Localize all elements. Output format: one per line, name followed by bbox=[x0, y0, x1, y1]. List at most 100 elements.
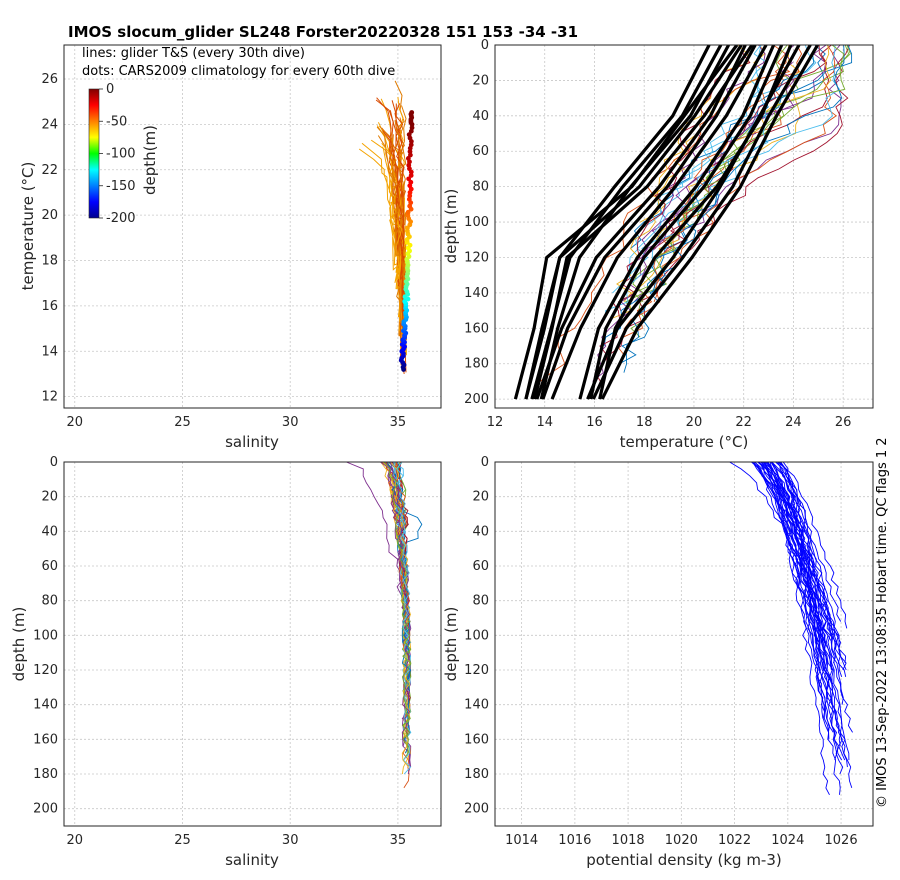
x-tick-label: 26 bbox=[835, 415, 852, 430]
ts-climatology-points bbox=[398, 110, 415, 372]
td-climatology-profile bbox=[586, 45, 801, 400]
td-glider-profile bbox=[625, 45, 851, 311]
y-tick-label: 0 bbox=[481, 455, 489, 470]
y-tick-label: 120 bbox=[33, 663, 58, 678]
y-tick-label: 140 bbox=[33, 698, 58, 713]
ts-climatology-point bbox=[408, 142, 414, 148]
x-tick-label: 1024 bbox=[771, 833, 804, 848]
y-tick-label: 200 bbox=[464, 392, 489, 407]
sd-axes-frame bbox=[63, 461, 442, 827]
y-tick-label: 160 bbox=[464, 321, 489, 336]
ts-grid bbox=[64, 45, 441, 408]
y-tick-label: 40 bbox=[41, 524, 58, 539]
dd-density-profile bbox=[778, 462, 836, 636]
x-tick-label: 14 bbox=[536, 415, 553, 430]
dd-density-profile bbox=[751, 462, 823, 643]
sd-glider-profile bbox=[383, 462, 412, 754]
dd-tick-labels: 1014 1016 1018 1020 1022 1024 1026 0 20 40 60 80 100… bbox=[464, 455, 857, 848]
dd-density-profiles bbox=[729, 462, 853, 796]
y-tick-label: 160 bbox=[464, 732, 489, 747]
x-tick-label: 1014 bbox=[505, 833, 538, 848]
x-tick-label: 20 bbox=[66, 415, 83, 430]
x-tick-label: 30 bbox=[282, 415, 299, 430]
dd-density-profile bbox=[771, 462, 830, 733]
y-tick-label: 140 bbox=[464, 286, 489, 301]
x-tick-label: 22 bbox=[735, 415, 752, 430]
y-tick-label: 100 bbox=[33, 628, 58, 643]
y-tick-label: 22 bbox=[41, 163, 58, 178]
colorbar-gradient bbox=[88, 88, 100, 219]
dd-density-profile bbox=[771, 462, 834, 685]
y-tick-label: 60 bbox=[41, 559, 58, 574]
x-tick-label: 1022 bbox=[718, 833, 751, 848]
y-tick-label: 0 bbox=[481, 38, 489, 53]
dd-y-axis-label: depth (m) bbox=[442, 607, 460, 682]
y-tick-label: 80 bbox=[41, 594, 58, 609]
sd-glider-profile bbox=[396, 462, 411, 636]
y-tick-label: 100 bbox=[464, 215, 489, 230]
sd-glider-profiles bbox=[346, 462, 423, 789]
y-tick-label: 18 bbox=[41, 254, 58, 269]
x-tick-label: 12 bbox=[487, 415, 504, 430]
y-tick-label: 20 bbox=[472, 73, 489, 88]
y-tick-label: 120 bbox=[464, 663, 489, 678]
dd-x-axis-label: potential density (kg m-3) bbox=[586, 851, 782, 869]
dd-density-profile bbox=[766, 462, 826, 643]
y-tick-label: 180 bbox=[33, 767, 58, 782]
sd-y-axis-label: depth (m) bbox=[10, 607, 28, 682]
temperature-salinity-panel: 20 25 30 35 12 14 16 18 20 22 24 26 salinity temper… bbox=[19, 44, 442, 451]
y-tick-label: 180 bbox=[464, 767, 489, 782]
dd-density-profile bbox=[751, 462, 853, 789]
ts-x-axis-label: salinity bbox=[225, 433, 279, 451]
y-tick-label: 60 bbox=[472, 559, 489, 574]
legend-line-2: dots: CARS2009 climatology for every 60t… bbox=[82, 64, 395, 79]
td-climatology-profile bbox=[591, 45, 812, 400]
x-tick-label: 1020 bbox=[665, 833, 698, 848]
ts-climatology-point bbox=[409, 125, 415, 131]
y-tick-label: 16 bbox=[41, 299, 58, 314]
td-climatology-profile bbox=[550, 45, 768, 400]
dd-density-profile bbox=[777, 462, 847, 671]
x-tick-label: 18 bbox=[636, 415, 653, 430]
x-tick-label: 16 bbox=[586, 415, 603, 430]
x-tick-label: 25 bbox=[174, 415, 191, 430]
colorbar-tick-label: 0 bbox=[106, 82, 114, 97]
ts-glider-line bbox=[358, 148, 402, 352]
ts-climatology-point bbox=[407, 149, 413, 155]
x-tick-label: 20 bbox=[66, 833, 83, 848]
x-tick-label: 35 bbox=[390, 833, 407, 848]
td-climatology-profile bbox=[578, 45, 776, 400]
ts-axes-frame bbox=[63, 44, 442, 409]
y-tick-label: 160 bbox=[33, 732, 58, 747]
x-tick-label: 35 bbox=[390, 415, 407, 430]
y-tick-label: 100 bbox=[464, 628, 489, 643]
credit-text: © IMOS 13-Sep-2022 13:08:35 Hobart time.… bbox=[875, 437, 890, 808]
ts-y-axis-label: temperature (°C) bbox=[19, 162, 37, 291]
td-glider-profiles bbox=[539, 45, 853, 382]
ts-tick-labels: 20 25 30 35 12 14 16 18 20 22 24 26 bbox=[41, 72, 406, 430]
y-tick-label: 26 bbox=[41, 72, 58, 87]
dd-density-profile bbox=[776, 462, 837, 664]
ts-glider-line bbox=[379, 125, 405, 354]
ts-climatology-point bbox=[408, 173, 414, 178]
x-tick-label: 24 bbox=[785, 415, 802, 430]
td-climatology-profile bbox=[513, 45, 739, 400]
colorbar-tick-label: -150 bbox=[106, 179, 136, 194]
td-tick-labels: 12 14 16 18 20 22 24 26 0 20 40 60 80 100 120 140 160 180… bbox=[464, 38, 851, 430]
y-tick-label: 180 bbox=[464, 357, 489, 372]
y-tick-label: 80 bbox=[472, 180, 489, 195]
y-tick-label: 20 bbox=[41, 208, 58, 223]
ts-climatology-point bbox=[406, 176, 412, 182]
colorbar-tick-label: -200 bbox=[106, 211, 136, 226]
x-tick-label: 1018 bbox=[612, 833, 645, 848]
y-tick-label: 12 bbox=[41, 390, 58, 405]
salinity-depth-panel: 20 25 30 35 0 20 40 60 80 100 120 140 160 180 200 sali… bbox=[10, 455, 442, 869]
ts-climatology-point bbox=[409, 110, 415, 115]
x-tick-label: 30 bbox=[282, 833, 299, 848]
x-tick-label: 25 bbox=[174, 833, 191, 848]
y-tick-label: 20 bbox=[41, 490, 58, 505]
td-x-axis-label: temperature (°C) bbox=[620, 433, 749, 451]
y-tick-label: 80 bbox=[472, 594, 489, 609]
sd-grid bbox=[64, 461, 441, 826]
y-tick-label: 0 bbox=[50, 455, 58, 470]
